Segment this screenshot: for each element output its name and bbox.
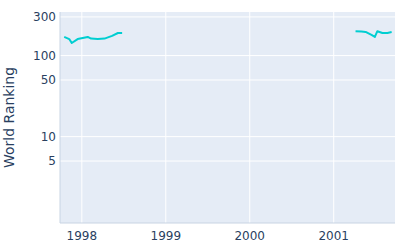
y-tick-label: 300	[33, 10, 56, 24]
y-axis-line	[60, 12, 61, 223]
x-tick-label: 1999	[151, 229, 182, 243]
y-grid-line	[60, 79, 395, 80]
y-grid-line	[60, 16, 395, 17]
y-tick-label: 10	[41, 130, 56, 144]
x-tick-label: 1998	[67, 229, 98, 243]
x-axis-line	[60, 223, 395, 224]
y-tick-label: 100	[33, 49, 56, 63]
x-tick-label: 2000	[234, 229, 265, 243]
x-tick-label: 2001	[318, 229, 349, 243]
series-group	[64, 31, 391, 43]
y-grid-line	[60, 55, 395, 56]
y-tick-label: 50	[41, 73, 56, 87]
y-axis-title: World Ranking	[1, 67, 17, 168]
ranking-line	[64, 31, 391, 43]
x-grid-line	[249, 12, 250, 223]
y-grid-line	[60, 136, 395, 137]
x-grid-line	[165, 12, 166, 223]
y-tick-label: 5	[48, 154, 56, 168]
x-grid-line	[333, 12, 334, 223]
y-grid-line	[60, 161, 395, 162]
x-grid-line	[81, 12, 82, 223]
plot-background	[60, 12, 395, 223]
chart: 1998 1999 2000 2001 5 10 50 100 300 World Ranking	[0, 0, 400, 250]
